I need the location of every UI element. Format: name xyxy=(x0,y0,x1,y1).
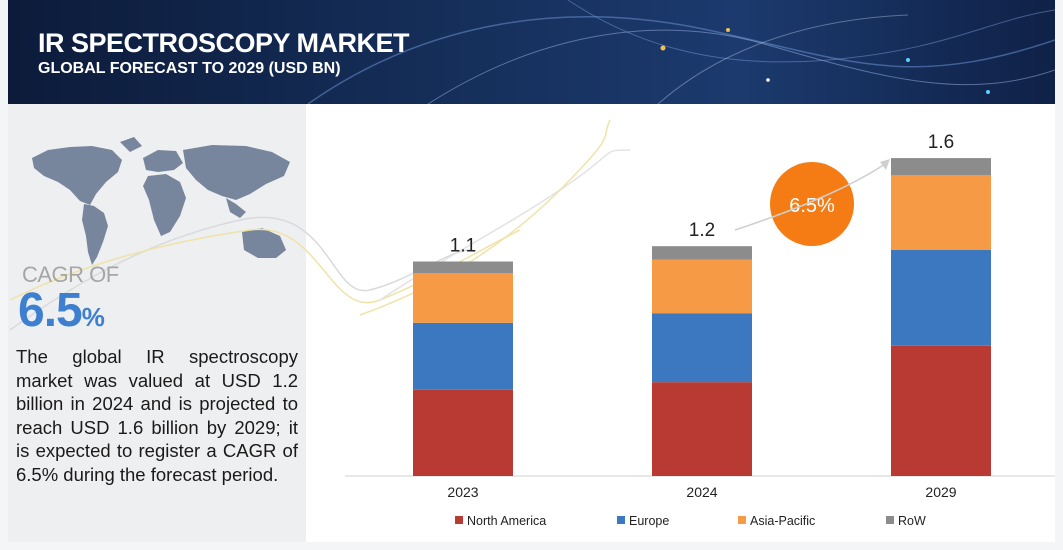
bar-2024-north-america xyxy=(652,382,752,476)
bar-2029-asia-pacific xyxy=(891,175,991,251)
bar-2023-asia-pacific xyxy=(413,272,513,323)
cagr-callout: 6.5% xyxy=(734,159,890,246)
x-tick-label-2024: 2024 xyxy=(686,484,717,500)
total-label-2029: 1.6 xyxy=(928,132,954,153)
cagr-percent-sign: % xyxy=(81,302,105,332)
legend: North America Europe Asia-Pacific RoW xyxy=(455,514,926,528)
legend-label-europe: Europe xyxy=(629,514,669,528)
bar-2023-europe xyxy=(413,322,513,390)
x-tick-label-2023: 2023 xyxy=(447,484,478,500)
market-description: The global IR spectroscopy market was va… xyxy=(16,346,298,485)
legend-label-row: RoW xyxy=(898,514,926,528)
cagr-value: 6.5% xyxy=(18,283,105,338)
world-map-icon xyxy=(32,137,290,265)
bar-2024-asia-pacific xyxy=(652,259,752,314)
legend-label-asia-pacific: Asia-Pacific xyxy=(750,514,815,528)
header-banner: IR SPECTROSCOPY MARKET GLOBAL FORECAST T… xyxy=(8,0,1055,104)
total-label-2024: 1.2 xyxy=(689,220,715,241)
bar-2029-north-america xyxy=(891,345,991,476)
page-title: IR SPECTROSCOPY MARKET xyxy=(38,28,410,58)
bar-2023-row xyxy=(413,261,513,273)
cagr-number: 6.5 xyxy=(18,284,83,337)
total-label-2023: 1.1 xyxy=(450,236,476,257)
bar-2024-row xyxy=(652,246,752,260)
legend-swatch-row xyxy=(886,516,894,524)
legend-swatch-europe xyxy=(617,516,625,524)
growth-arrow xyxy=(734,161,889,231)
legend-swatch-asia-pacific xyxy=(738,516,746,524)
legend-label-north-america: North America xyxy=(467,514,546,528)
page-subtitle: GLOBAL FORECAST TO 2029 (USD BN) xyxy=(38,60,341,77)
growth-arrow-head xyxy=(880,159,890,170)
legend-swatch-north-america xyxy=(455,516,463,524)
bar-2024-europe xyxy=(652,313,752,383)
cagr-label: CAGR OF xyxy=(22,262,119,287)
x-tick-label-2029: 2029 xyxy=(925,484,956,500)
header-background-graphic xyxy=(307,0,1055,104)
cagr-badge xyxy=(770,162,854,246)
bar-2029-europe xyxy=(891,250,991,346)
cagr-badge-label: 6.5% xyxy=(789,195,835,217)
bar-2023-north-america xyxy=(413,389,513,476)
bar-2029-row xyxy=(891,158,991,176)
